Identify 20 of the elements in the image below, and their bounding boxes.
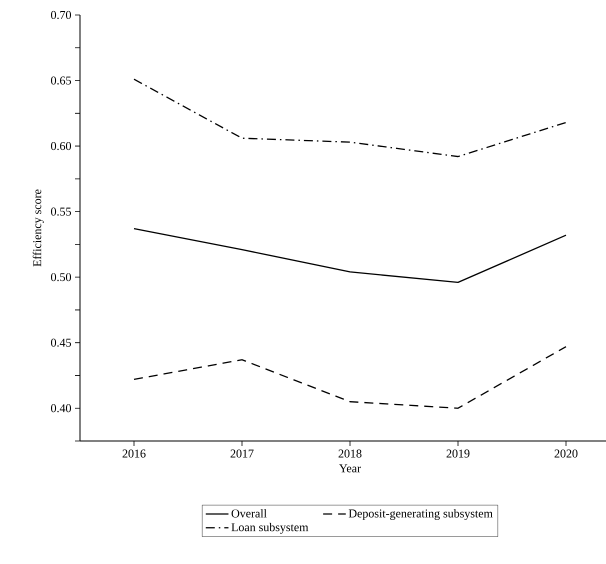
y-tick-label: 0.55: [51, 208, 72, 216]
x-tick-label: 2018: [338, 450, 362, 458]
y-tick-label: 0.70: [51, 10, 72, 20]
x-tick-label: 2016: [122, 450, 146, 458]
y-axis-title: Efficiency score: [32, 190, 44, 267]
line-series: [133, 78, 567, 158]
legend-label: Loan subsystem: [231, 522, 308, 534]
y-tick-label: 0.45: [51, 338, 72, 347]
legend-label: Overall: [232, 509, 267, 518]
x-tick-label: 2019: [446, 450, 470, 458]
legend-label: Deposit-generating subsystem: [348, 509, 493, 520]
y-tick-label: 0.60: [51, 142, 72, 150]
x-axis-title: Year: [339, 464, 361, 472]
line-series: [133, 228, 567, 284]
y-tick-label: 0.40: [51, 404, 72, 412]
line-series: [133, 346, 567, 409]
y-tick-label: 0.50: [51, 273, 72, 282]
x-tick-label: 2020: [554, 450, 578, 458]
x-tick-label: 2017: [230, 450, 254, 458]
y-tick-label: 0.65: [51, 76, 72, 85]
